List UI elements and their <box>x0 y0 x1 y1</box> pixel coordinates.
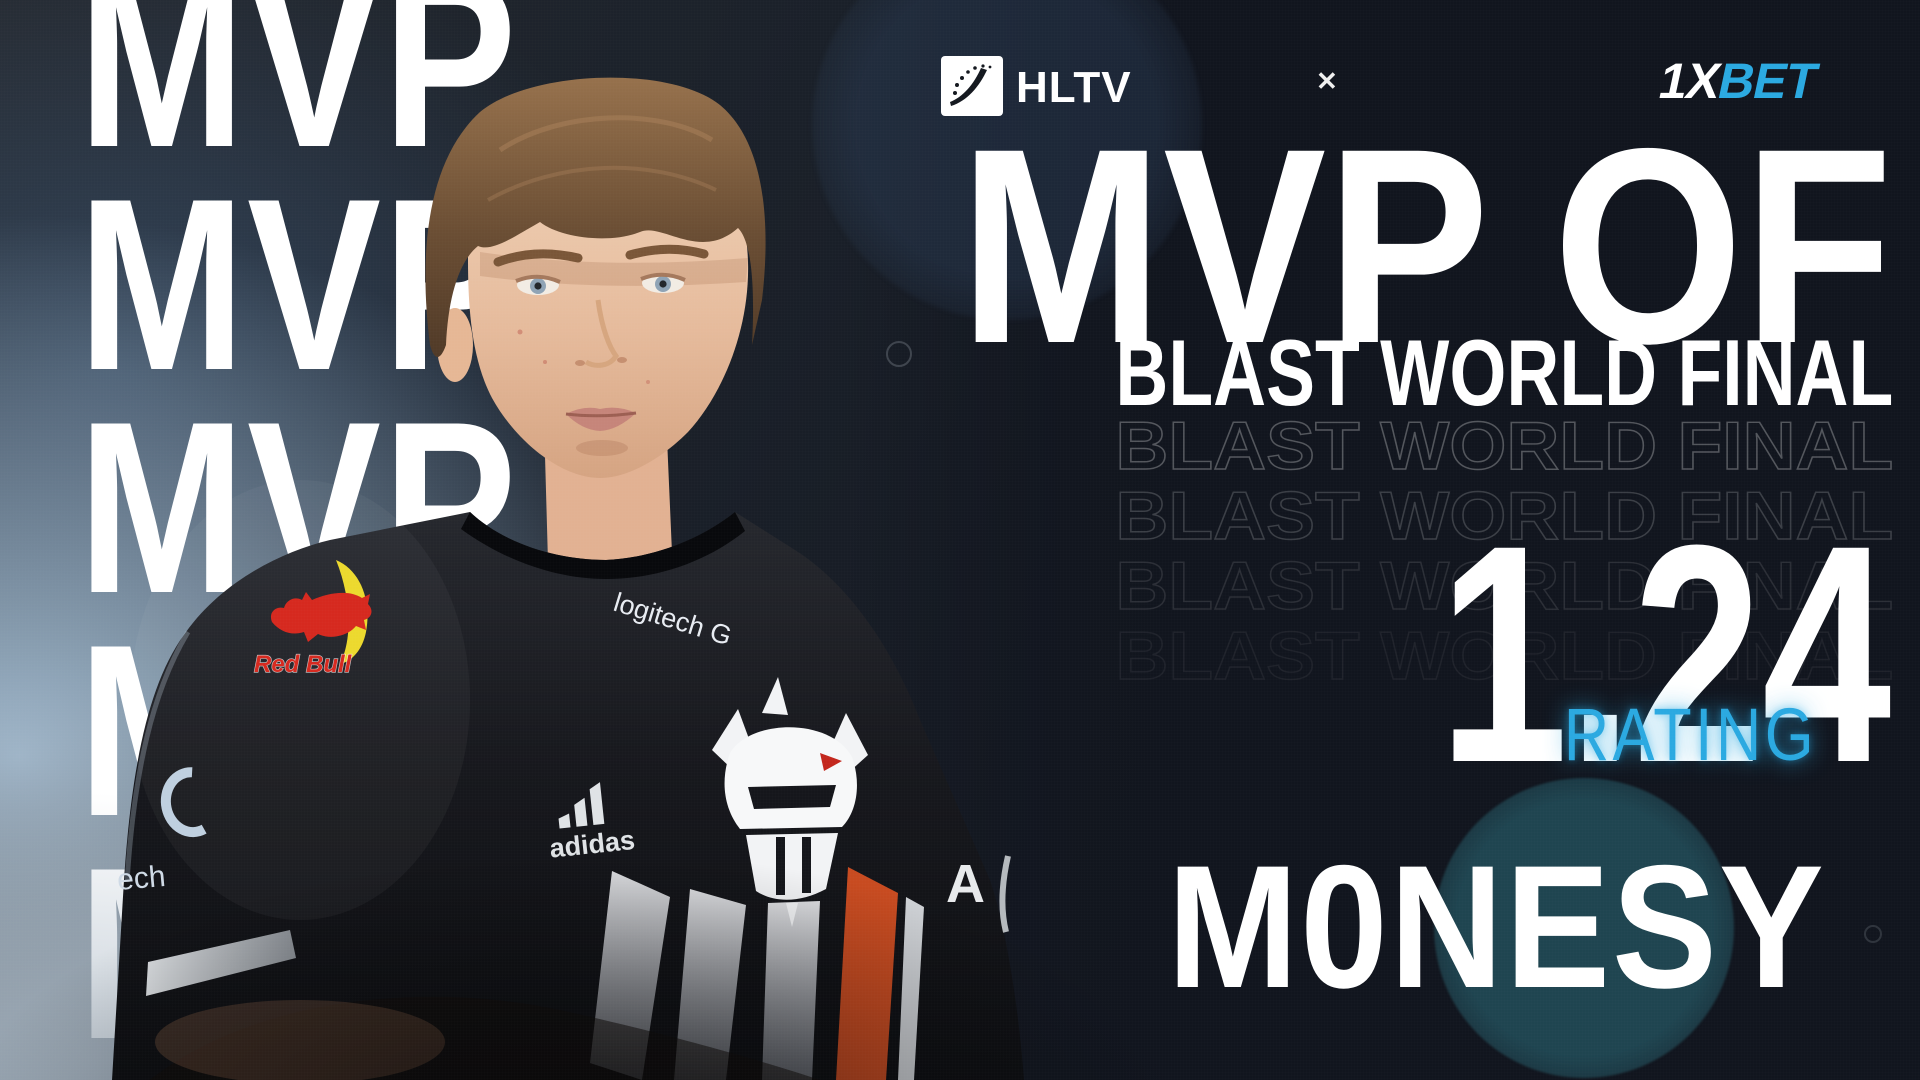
hltv-logo-icon <box>941 56 1003 116</box>
g2-helmet <box>724 727 857 829</box>
player-head <box>425 77 766 478</box>
event-name-echo: BLAST WORLD FINAL <box>1114 617 1893 694</box>
rating-value: 1.24 <box>1438 480 1891 827</box>
page-title: MVP OF <box>959 90 1893 401</box>
event-name-echo: BLAST WORLD FINAL <box>1114 477 1893 554</box>
event-name-echo: BLAST WORLD FINAL <box>1114 547 1893 624</box>
rating-label: RATING <box>1563 693 1817 776</box>
player-name: M0NESY <box>1167 830 1826 1025</box>
logitech-sleeve-wordmark: ech <box>116 860 167 897</box>
hltv-wordmark: HLTV <box>1016 63 1132 112</box>
event-name: BLAST WORLD FINAL <box>1115 320 1893 425</box>
arm-sponsor-mark: A <box>946 854 985 914</box>
redbull-wordmark: Red Bull <box>254 651 353 678</box>
x-separator-icon: ✕ <box>1316 66 1338 96</box>
event-name-echo: BLAST WORLD FINAL <box>1114 407 1893 484</box>
